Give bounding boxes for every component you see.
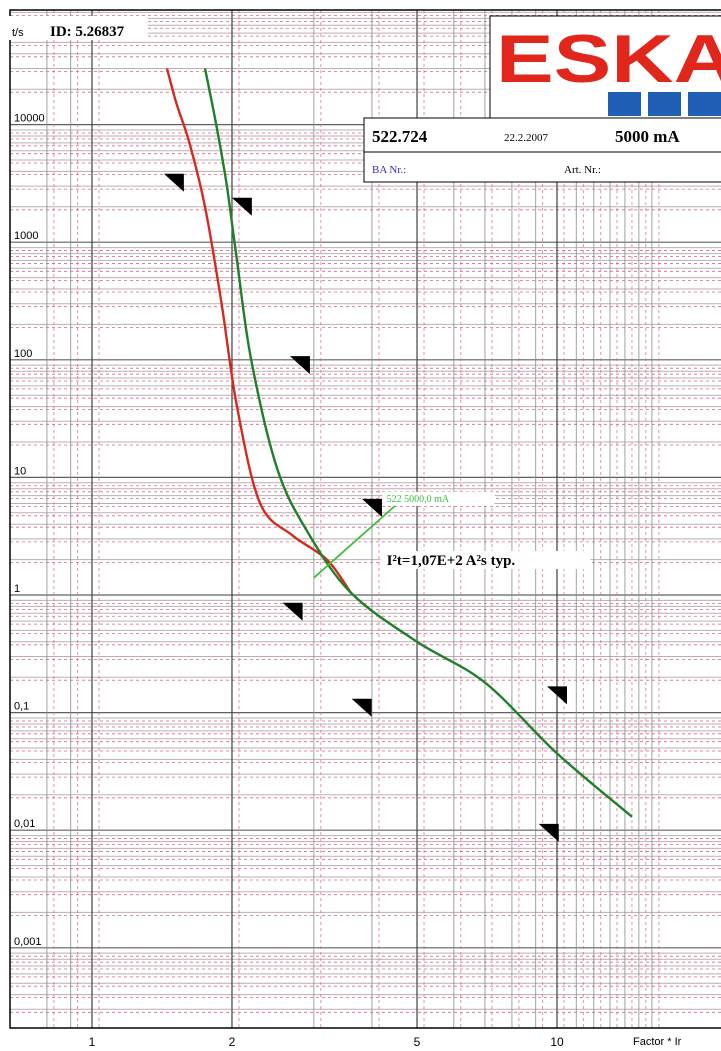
curve-rating-label: 522 5000,0 mA	[387, 494, 450, 505]
x-tick-label: 10	[550, 1035, 564, 1049]
date: 22.2.2007	[504, 132, 549, 144]
rating: 5000 mA	[615, 127, 680, 146]
id-text: ID: 5.26837	[50, 24, 125, 40]
triangle-marker	[351, 698, 372, 717]
logo-bar-2	[648, 92, 681, 116]
y-tick-label: 1000	[14, 230, 38, 242]
x-tick-label: 2	[229, 1035, 236, 1049]
x-tick-label: 5	[414, 1035, 421, 1049]
x-tick-label: 1	[89, 1035, 96, 1049]
logo-bar-1	[608, 92, 641, 116]
y-axis-label: t/s	[12, 27, 24, 39]
annotation-pointer	[313, 504, 397, 579]
annotations: 522 5000,0 mA I²t=1,07E+2 A²s typ.	[313, 491, 591, 579]
triangle-marker	[547, 686, 567, 705]
art-label: Art. Nr.:	[564, 164, 601, 176]
y-tick-label: 10000	[14, 113, 45, 125]
logo-bar-3	[688, 92, 721, 116]
logo-box	[489, 15, 721, 119]
y-tick-label: 1	[14, 583, 20, 595]
x-axis-label: Factor * Ir	[633, 1036, 682, 1048]
y-tick-label: 100	[14, 348, 32, 360]
ba-label: BA Nr.:	[372, 164, 406, 176]
y-tick-label: 0,001	[14, 936, 42, 948]
curves	[165, 68, 633, 818]
tick-labels: 10000 1000 100 10 1 0,1 0,01 0,001 1 2 5 10	[14, 113, 564, 1049]
triangle-marker	[282, 602, 303, 621]
triangle-marker	[538, 823, 559, 842]
y-tick-label: 0,01	[14, 818, 35, 830]
triangle-marker	[289, 356, 310, 375]
red-curve	[165, 68, 352, 594]
part-number: 522.724	[372, 127, 428, 146]
plot-frame	[9, 9, 721, 1029]
triangle-marker	[231, 197, 252, 216]
i2t-label-bg	[380, 550, 591, 569]
info-box	[363, 117, 721, 183]
eska-logo: ESKA	[496, 21, 721, 97]
annotation-label-bg	[382, 491, 495, 506]
id-box	[8, 16, 148, 40]
i2t-label: I²t=1,07E+2 A²s typ.	[387, 553, 516, 569]
triangle-marker	[163, 173, 184, 192]
markers	[163, 173, 567, 842]
y-tick-label: 0,1	[14, 701, 29, 713]
triangle-marker	[361, 498, 382, 517]
green-curve	[203, 68, 633, 818]
y-tick-label: 10	[14, 465, 26, 477]
